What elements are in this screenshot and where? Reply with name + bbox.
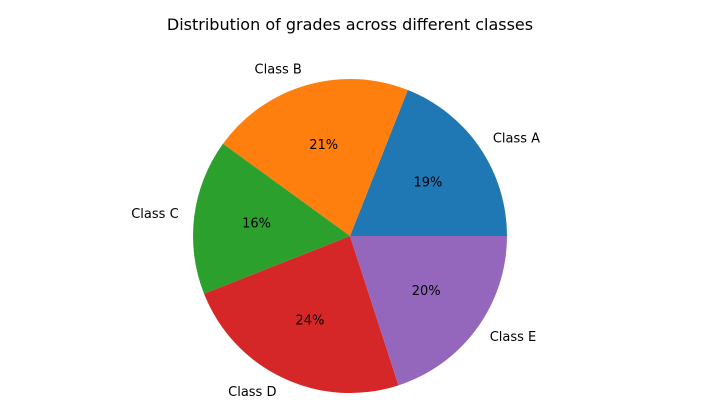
chart-title: Distribution of grades across different …	[166, 15, 534, 34]
slice-percent-label: 16%	[242, 217, 271, 232]
slice-label: Class B	[255, 63, 302, 78]
slice-label: Class A	[493, 131, 540, 146]
pie-labels: Class A 19% Class B 21% Class C 16% Class D 24%…	[131, 63, 540, 400]
pie-slice-class-d	[204, 236, 399, 394]
pie-slice-class-a	[350, 90, 507, 236]
slice-percent-label: 19%	[413, 176, 442, 191]
pie-slice-class-c	[193, 143, 350, 294]
slice-label: Class C	[131, 207, 178, 222]
slice-percent-label: 20%	[412, 284, 441, 299]
pie-slice-class-b	[222, 79, 408, 237]
slice-percent-label: 21%	[309, 138, 338, 153]
pie-slices	[193, 79, 507, 394]
slice-label: Class D	[228, 385, 276, 400]
pie-slice-class-e	[350, 236, 507, 386]
slice-percent-label: 24%	[295, 314, 324, 329]
slice-label: Class E	[490, 330, 537, 345]
